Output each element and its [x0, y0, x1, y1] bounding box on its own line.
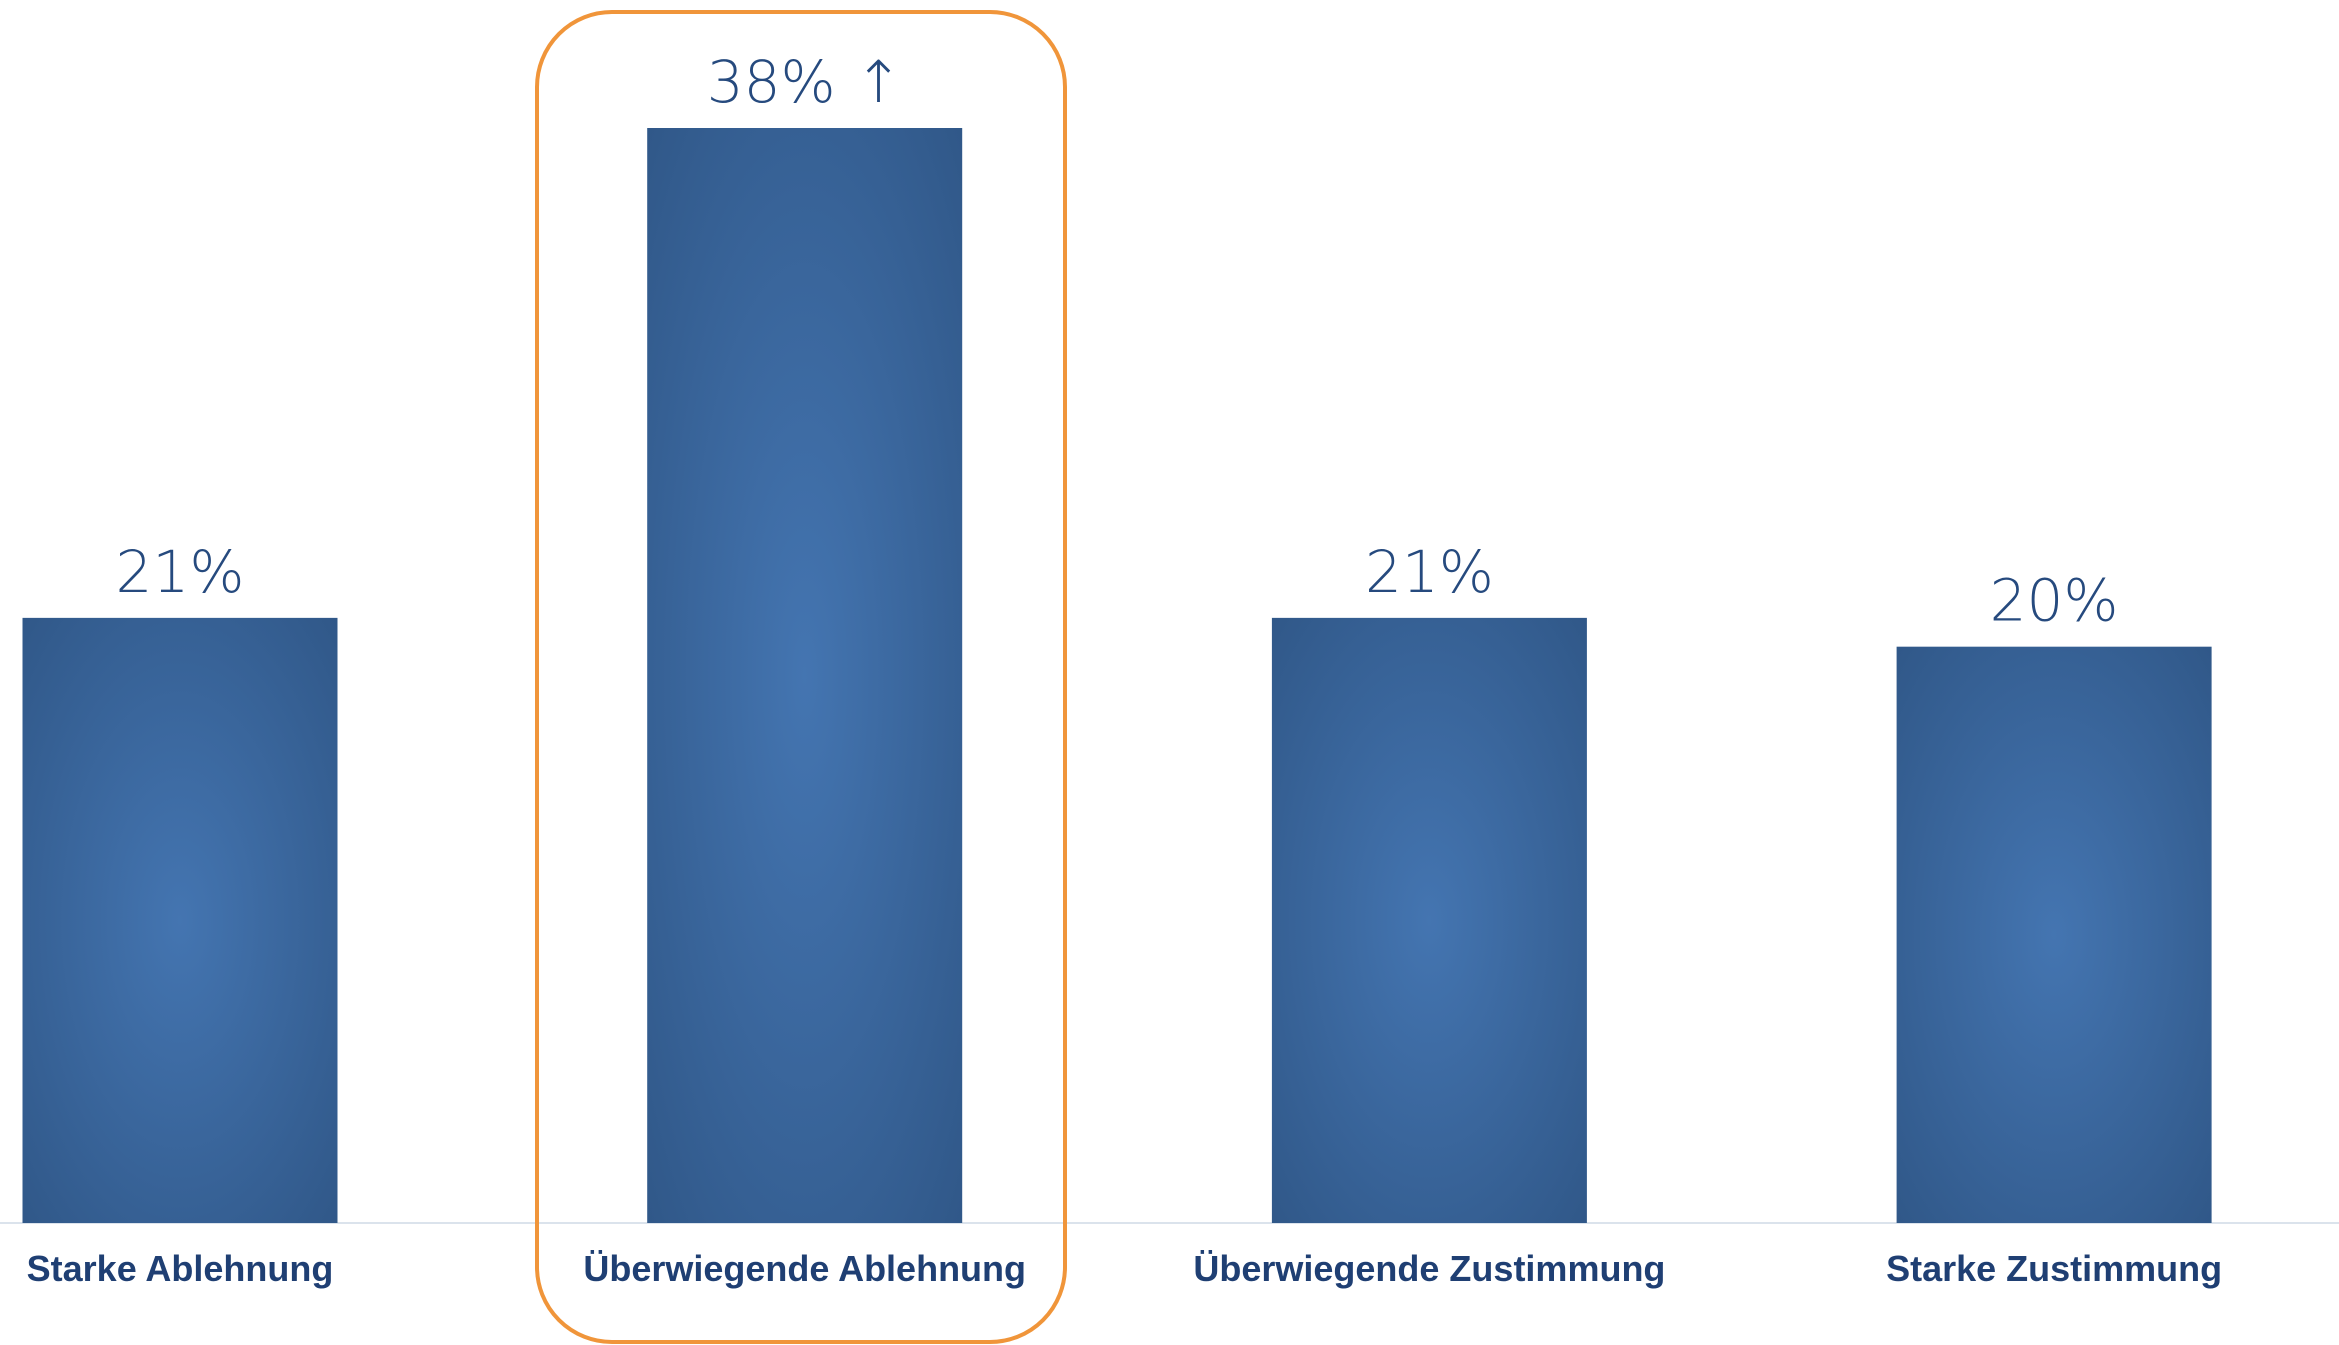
- highlight-frame: [535, 10, 1067, 1344]
- bar: [1896, 646, 2212, 1223]
- value-label: 21%: [1365, 538, 1494, 606]
- x-tick-label: Überwiegende Zustimmung: [1193, 1248, 1665, 1289]
- value-label: 20%: [1990, 567, 2119, 635]
- x-tick-label: Starke Zustimmung: [1886, 1248, 2222, 1289]
- x-tick-label: Überwiegende Ablehnung: [583, 1248, 1026, 1289]
- x-tick-label: Starke Ablehnung: [27, 1248, 334, 1289]
- bar: [22, 617, 338, 1223]
- bar: [1271, 617, 1587, 1223]
- value-label: 21%: [116, 538, 245, 606]
- bar: [647, 128, 963, 1223]
- value-label: 38% ↑: [707, 48, 903, 116]
